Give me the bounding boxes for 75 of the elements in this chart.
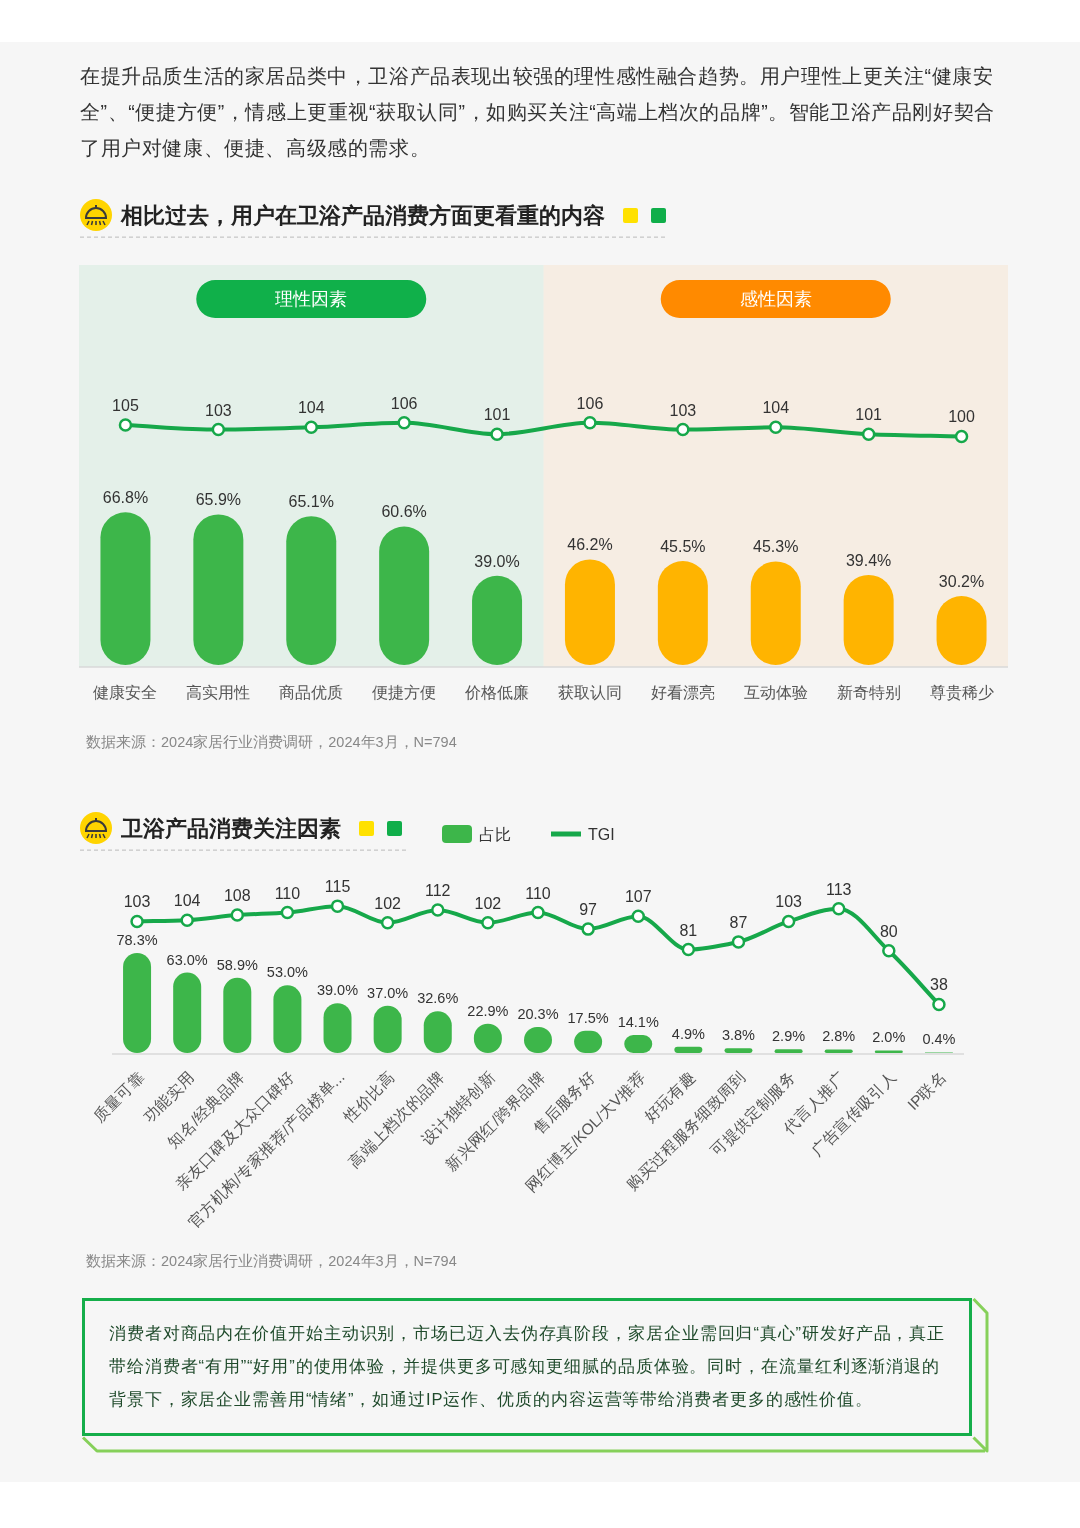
data-label: 101 (483, 406, 511, 424)
data-label: 87 (729, 913, 748, 931)
data-label: 100 (948, 408, 975, 426)
data-label: 2.0% (872, 1029, 906, 1046)
data-label: 4.9% (671, 1025, 705, 1042)
data-label: 0.4% (922, 1031, 956, 1048)
data-label: 110 (274, 884, 301, 902)
data-label: 17.5% (567, 1009, 609, 1026)
annotation: 在提升品质生活的家居品类中，卫浴产品表现出较强的理性感性融合趋势。用户理性上更关注“健康安全”、“便捷方便”，情感上更重视“获取认同”，如购买关注“高端上档次的品牌”。智能卫浴产品刚好契合了用户对健康、便捷、高级感的需求。 (80, 64, 996, 161)
chart-title: 相比过去，用户在卫浴产品消费方面更看重的内容 (121, 203, 605, 228)
x-tick-label: 价格低廉 (465, 684, 530, 701)
data-label: 38 (930, 976, 948, 994)
data-label: 2.8% (822, 1028, 856, 1045)
data-label: 46.2% (567, 536, 613, 554)
x-tick-label: IP联名 (904, 1068, 950, 1114)
data-label: 78.3% (116, 932, 158, 948)
x-tick-label: 商品优质 (279, 684, 344, 701)
data-label: 3.8% (721, 1027, 755, 1044)
data-label: 105 (112, 397, 139, 414)
data-label: 81 (679, 921, 698, 939)
data-label: 103 (123, 893, 151, 911)
data-label: 107 (624, 888, 652, 906)
x-tick-label: 健康安全 (93, 684, 158, 701)
data-label: 60.6% (381, 503, 427, 521)
x-tick-label: 高实用性 (186, 684, 251, 701)
data-label: 39.4% (845, 551, 892, 569)
data-label: 2.9% (772, 1028, 806, 1045)
x-tick-label: 尊贵稀少 (929, 684, 994, 701)
data-label: 63.0% (166, 951, 208, 968)
data-label: 45.3% (753, 538, 799, 556)
data-label: 65.1% (288, 493, 334, 511)
data-label: 103 (669, 401, 697, 419)
data-label: 30.2% (938, 573, 985, 590)
data-label: 104 (173, 892, 201, 910)
data-label: 14.1% (617, 1014, 659, 1030)
data-label: 65.9% (195, 491, 242, 509)
data-label: 108 (223, 887, 251, 905)
data-label: 22.9% (467, 1002, 509, 1019)
annotation: 消费者对商品内在价值开始主动识别，市场已迈入去伪存真阶段，家居企业需回归“真心”研发好产品，真正带给消费者“有用”“好用”的使用体验，并提供更多可感知更细腻的品质体验。同时，在流量红利逐渐消退的背景下，家居企业需善用“情绪”，如通过IP运作、优质的内容运营等带给消费者更多的感性价值。 (82, 1298, 972, 1436)
x-tick-label: 新奇特别 (836, 684, 901, 701)
data-label: 58.9% (216, 956, 258, 973)
data-label: 104 (762, 399, 790, 417)
data-label: 39.0% (316, 982, 359, 999)
data-label: 101 (855, 406, 882, 424)
chart-title: 卫浴产品消费关注因素 (121, 816, 341, 841)
data-label: 97 (579, 901, 597, 919)
source-note: 数据来源：2024家居行业消费调研，2024年3月，N=794 (86, 733, 458, 752)
data-label: 53.0% (266, 964, 308, 981)
source-note: 数据来源：2024家居行业消费调研，2024年3月，N=794 (86, 1252, 458, 1271)
data-label: 110 (525, 884, 551, 902)
data-label: 80 (879, 922, 898, 940)
data-label: 103 (775, 893, 802, 911)
legend-label: TGI (588, 826, 615, 843)
data-label: 106 (576, 394, 604, 412)
band-label: 感性因素 (739, 289, 812, 310)
data-label: 115 (324, 878, 351, 896)
legend-label: 占比 (479, 826, 511, 843)
data-label: 113 (825, 880, 852, 898)
data-label: 37.0% (367, 984, 409, 1001)
data-label: 45.5% (660, 538, 706, 555)
data-label: 39.0% (474, 552, 520, 570)
data-label: 112 (425, 881, 451, 899)
data-label: 66.8% (102, 489, 149, 507)
data-label: 106 (390, 394, 418, 412)
data-label: 32.6% (417, 990, 459, 1007)
data-label: 103 (205, 401, 232, 419)
x-tick-label: 互动体验 (743, 684, 808, 701)
data-label: 102 (474, 894, 502, 912)
x-tick-label: 获取认同 (557, 684, 622, 701)
data-label: 20.3% (517, 1006, 559, 1023)
data-label: 102 (374, 894, 401, 912)
x-tick-label: 好看漂亮 (650, 684, 715, 701)
x-tick-label: 便捷方便 (372, 684, 437, 701)
data-label: 104 (297, 399, 325, 417)
band-label: 理性因素 (275, 289, 348, 310)
